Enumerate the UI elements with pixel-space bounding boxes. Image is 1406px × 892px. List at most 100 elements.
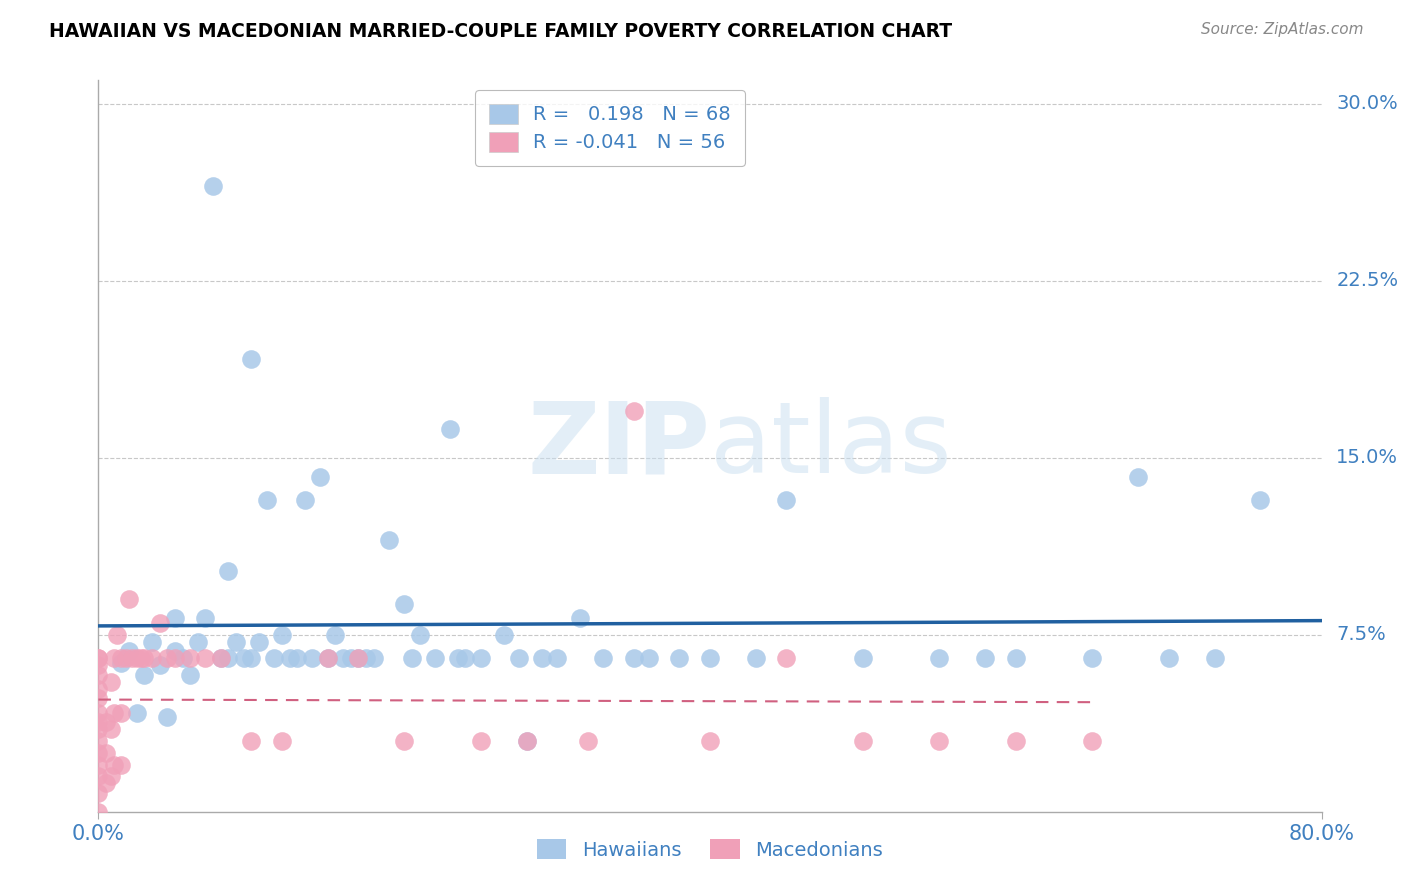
Point bbox=[316, 651, 339, 665]
Point bbox=[87, 651, 110, 665]
Point bbox=[149, 615, 172, 630]
Point bbox=[141, 635, 163, 649]
Text: atlas: atlas bbox=[710, 398, 952, 494]
Point bbox=[156, 651, 179, 665]
Point bbox=[852, 734, 875, 748]
Point bbox=[1249, 493, 1271, 508]
Point bbox=[401, 651, 423, 665]
Point bbox=[775, 651, 797, 665]
Point bbox=[569, 611, 592, 625]
Point bbox=[94, 776, 117, 790]
Point bbox=[103, 706, 125, 720]
Point bbox=[392, 597, 416, 611]
Point bbox=[392, 734, 416, 748]
Point bbox=[240, 651, 263, 665]
Point bbox=[745, 651, 768, 665]
Point bbox=[129, 651, 152, 665]
Point bbox=[87, 746, 110, 760]
Point bbox=[423, 651, 446, 665]
Point bbox=[408, 628, 430, 642]
Point bbox=[347, 651, 370, 665]
Point bbox=[576, 734, 599, 748]
Text: Source: ZipAtlas.com: Source: ZipAtlas.com bbox=[1201, 22, 1364, 37]
Point bbox=[105, 628, 128, 642]
Point bbox=[439, 422, 461, 436]
Point bbox=[163, 651, 186, 665]
Point bbox=[87, 734, 110, 748]
Point bbox=[623, 651, 645, 665]
Point bbox=[699, 651, 721, 665]
Point bbox=[217, 651, 239, 665]
Point bbox=[256, 493, 278, 508]
Point bbox=[149, 658, 172, 673]
Point bbox=[240, 734, 263, 748]
Point bbox=[508, 651, 530, 665]
Text: 22.5%: 22.5% bbox=[1336, 271, 1399, 290]
Point bbox=[447, 651, 470, 665]
Point bbox=[316, 651, 339, 665]
Point bbox=[194, 611, 217, 625]
Text: ZIP: ZIP bbox=[527, 398, 710, 494]
Point bbox=[87, 681, 110, 696]
Point bbox=[194, 651, 217, 665]
Point bbox=[172, 651, 194, 665]
Point bbox=[470, 734, 492, 748]
Point bbox=[1081, 651, 1104, 665]
Point bbox=[94, 746, 117, 760]
Text: 7.5%: 7.5% bbox=[1336, 625, 1386, 644]
Point bbox=[103, 651, 125, 665]
Point bbox=[325, 628, 347, 642]
Point bbox=[94, 714, 117, 729]
Point bbox=[217, 564, 239, 578]
Point bbox=[775, 493, 797, 508]
Point bbox=[309, 469, 332, 483]
Point bbox=[156, 710, 179, 724]
Point bbox=[87, 722, 110, 736]
Legend: Hawaiians, Macedonians: Hawaiians, Macedonians bbox=[522, 823, 898, 875]
Point bbox=[247, 635, 270, 649]
Point bbox=[87, 691, 110, 706]
Point bbox=[1157, 651, 1180, 665]
Point bbox=[492, 628, 515, 642]
Point bbox=[347, 651, 370, 665]
Point bbox=[285, 651, 308, 665]
Point bbox=[278, 651, 301, 665]
Point bbox=[225, 635, 247, 649]
Point bbox=[454, 651, 477, 665]
Point bbox=[179, 651, 201, 665]
Point bbox=[232, 651, 254, 665]
Point bbox=[87, 706, 110, 720]
Point bbox=[974, 651, 997, 665]
Point bbox=[115, 651, 138, 665]
Point bbox=[270, 734, 292, 748]
Point bbox=[202, 179, 225, 194]
Point bbox=[125, 651, 148, 665]
Point bbox=[209, 651, 232, 665]
Point bbox=[87, 714, 110, 729]
Point bbox=[623, 403, 645, 417]
Point bbox=[516, 734, 538, 748]
Point bbox=[118, 644, 141, 658]
Point bbox=[530, 651, 553, 665]
Point bbox=[270, 628, 292, 642]
Point bbox=[87, 769, 110, 783]
Point bbox=[87, 757, 110, 772]
Point bbox=[1004, 734, 1026, 748]
Point bbox=[103, 757, 125, 772]
Point bbox=[378, 533, 401, 548]
Point bbox=[110, 757, 132, 772]
Point bbox=[87, 658, 110, 673]
Point bbox=[163, 644, 186, 658]
Point bbox=[110, 651, 132, 665]
Point bbox=[87, 805, 110, 819]
Point bbox=[354, 651, 377, 665]
Text: HAWAIIAN VS MACEDONIAN MARRIED-COUPLE FAMILY POVERTY CORRELATION CHART: HAWAIIAN VS MACEDONIAN MARRIED-COUPLE FA… bbox=[49, 22, 952, 41]
Point bbox=[263, 651, 285, 665]
Point bbox=[928, 734, 950, 748]
Point bbox=[121, 651, 143, 665]
Point bbox=[928, 651, 950, 665]
Text: 30.0%: 30.0% bbox=[1336, 95, 1398, 113]
Point bbox=[301, 651, 323, 665]
Point bbox=[179, 668, 201, 682]
Point bbox=[339, 651, 361, 665]
